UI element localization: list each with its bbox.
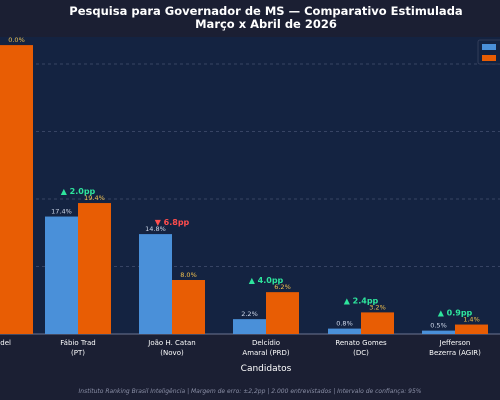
value-label-april-1: 19.4%: [84, 194, 105, 202]
category-label-5-1: Bezerra (AGIR): [429, 349, 481, 357]
bar-march-4: [328, 328, 361, 334]
change-label-2: ▼ 6.8pp: [155, 218, 190, 227]
bar-april-4: [361, 312, 394, 334]
category-label-5-0: Jefferson: [439, 339, 471, 347]
x-axis-label: Candidatos: [241, 364, 292, 374]
value-label-april-0: 0.0%: [8, 36, 25, 44]
value-label-march-3: 2.2%: [241, 310, 258, 318]
category-label-1-1: (PT): [71, 349, 85, 357]
chart-title: Pesquisa para Governador de MS — Compara…: [69, 4, 462, 18]
category-label-2-1: (Novo): [160, 349, 184, 357]
category-label-4-0: Renato Gomes: [335, 339, 387, 347]
value-label-april-5: 1.4%: [463, 316, 480, 324]
category-label-3-1: Amaral (PRD): [242, 349, 289, 357]
change-label-1: ▲ 2.0pp: [61, 187, 96, 196]
category-label-2-0: João H. Catan: [147, 339, 195, 347]
value-label-march-1: 17.4%: [51, 208, 72, 216]
labels-layer: 0.0% del 17.4% 19.4%▲ 2.0pp Fábio Trad (PT) 14…: [0, 36, 481, 357]
legend-swatch-march: [482, 44, 496, 50]
bar-april-0: [0, 45, 33, 334]
value-label-april-3: 6.2%: [274, 283, 291, 291]
value-label-april-2: 8.0%: [180, 271, 197, 279]
value-label-march-5: 0.5%: [430, 322, 447, 330]
bar-april-3: [266, 292, 299, 334]
footer-note: Instituto Ranking Brasil Inteligência | …: [79, 388, 422, 395]
change-label-4: ▲ 2.4pp: [344, 296, 379, 305]
legend: [477, 39, 500, 65]
bar-april-1: [78, 203, 111, 334]
bar-march-5: [422, 330, 455, 334]
category-label-4-1: (DC): [353, 349, 369, 357]
legend-swatch-april: [482, 55, 496, 61]
bar-april-5: [455, 324, 488, 334]
bars-layer: [0, 45, 488, 334]
bar-april-2: [172, 280, 205, 334]
category-label-3-0: Delcídio: [252, 339, 280, 347]
chart-subtitle: Março x Abril de 2026: [195, 17, 337, 31]
value-label-march-2: 14.8%: [145, 225, 166, 233]
category-label-1-0: Fábio Trad: [60, 339, 95, 347]
value-label-april-4: 3.2%: [369, 303, 386, 311]
category-label-0-0: del: [0, 339, 11, 347]
bar-march-2: [139, 234, 172, 334]
change-label-5: ▲ 0.9pp: [438, 309, 473, 318]
bar-march-1: [45, 216, 78, 334]
value-label-march-4: 0.8%: [336, 320, 353, 328]
bar-march-3: [233, 319, 266, 334]
change-label-3: ▲ 4.0pp: [249, 276, 284, 285]
